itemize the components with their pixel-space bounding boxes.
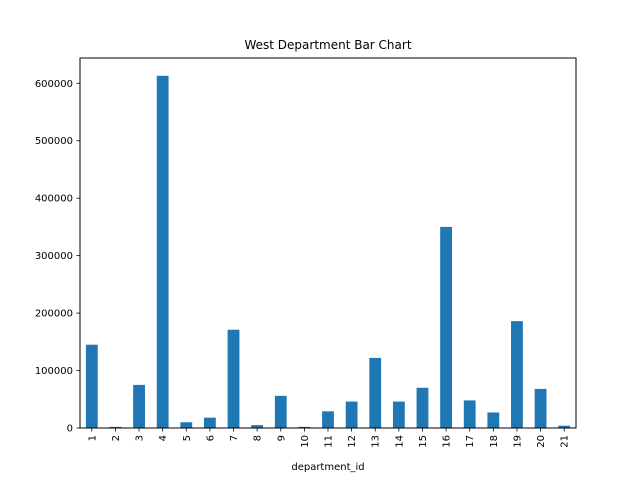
bar-14 (392, 401, 405, 428)
chart-title: West Department Bar Chart (244, 38, 411, 52)
bar-6 (204, 417, 216, 428)
bar-2 (109, 426, 122, 428)
x-axis: 1 2 3 4 5 6 7 8 9 10 11 12 13 14 15 16 17 18 19 20 21 (87, 428, 571, 448)
bar-4 (156, 75, 169, 429)
x-tick-label: 2 (111, 435, 122, 441)
bar-3 (133, 384, 145, 428)
bar-16 (440, 226, 452, 428)
bar-13 (369, 357, 382, 428)
bar-1 (85, 344, 98, 428)
x-tick-label: 17 (465, 435, 476, 448)
bar-12 (345, 401, 358, 428)
x-axis-label: department_id (291, 462, 364, 473)
y-tick-label: 200000 (35, 309, 73, 320)
y-tick-label: 100000 (35, 366, 73, 377)
plot-frame (79, 57, 577, 429)
x-tick-label: 16 (442, 435, 453, 448)
bar-9 (274, 395, 287, 428)
x-tick-label: 1 (87, 435, 98, 441)
x-tick-label: 10 (300, 435, 311, 448)
bar-20 (534, 388, 547, 428)
x-tick-label: 11 (324, 435, 335, 448)
x-tick-label: 12 (347, 435, 358, 448)
y-tick-label: 500000 (35, 136, 73, 147)
y-tick-label: 300000 (35, 251, 73, 262)
bar-7 (227, 329, 240, 428)
x-tick-label: 9 (276, 435, 287, 441)
bar-17 (463, 400, 476, 428)
bar-18 (487, 412, 500, 428)
x-tick-label: 20 (536, 435, 547, 448)
bar-21 (558, 425, 571, 428)
x-tick-label: 13 (371, 435, 382, 448)
x-tick-label: 6 (205, 435, 216, 441)
y-tick-label: 0 (67, 424, 73, 435)
bar-15 (416, 387, 429, 428)
bar-5 (180, 422, 193, 428)
bar-19 (511, 321, 523, 428)
x-tick-label: 15 (418, 435, 429, 448)
bar-11 (322, 411, 334, 428)
bar-10 (298, 426, 311, 428)
y-tick-label: 400000 (35, 194, 73, 205)
x-tick-label: 4 (158, 435, 169, 441)
x-tick-label: 14 (394, 435, 405, 448)
x-tick-label: 3 (135, 435, 146, 441)
bars-group (85, 75, 571, 429)
x-tick-label: 8 (253, 435, 264, 441)
x-tick-label: 18 (489, 435, 500, 448)
bar-8 (251, 425, 264, 428)
y-axis: 0 100000 200000 300000 400000 500000 600000 (35, 79, 80, 435)
x-tick-label: 5 (182, 435, 193, 441)
y-tick-label: 600000 (35, 79, 73, 90)
x-tick-label: 21 (560, 435, 571, 448)
x-tick-label: 19 (512, 435, 523, 448)
x-tick-label: 7 (229, 435, 240, 441)
